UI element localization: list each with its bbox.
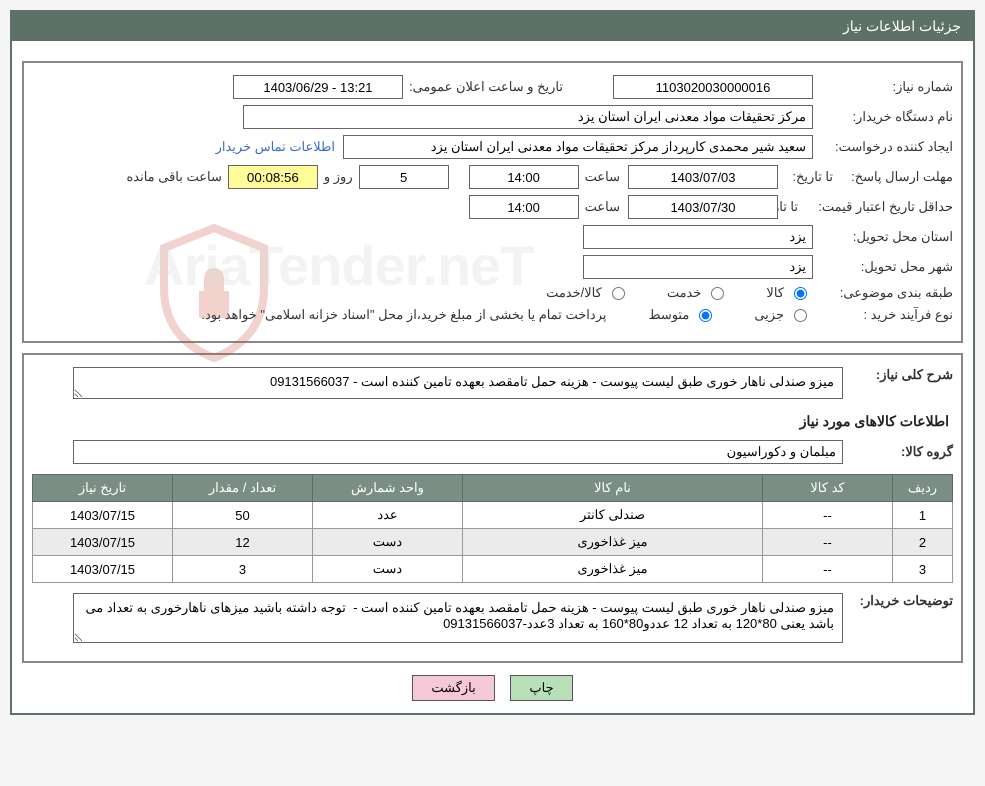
col-row: ردیف [893,475,953,502]
cell-idx: 2 [893,529,953,556]
price-date-field[interactable] [628,195,778,219]
time-remaining-label: ساعت باقی مانده [126,169,221,185]
cell-idx: 1 [893,502,953,529]
purchase-medium-radio[interactable] [699,309,712,322]
cell-name: میز غذاخوری [463,529,763,556]
requester-label: ایجاد کننده درخواست: [813,139,953,155]
print-button[interactable]: چاپ [510,675,572,701]
delivery-city-label: شهر محل تحویل: [813,259,953,275]
purchase-partial-radio[interactable] [794,309,807,322]
cell-unit: دست [313,529,463,556]
response-time-label: ساعت [585,169,620,185]
buyer-notes-textarea[interactable] [73,593,843,643]
cell-date: 1403/07/15 [33,556,173,583]
delivery-province-label: استان محل تحویل: [813,229,953,245]
main-window: جزئیات اطلاعات نیاز AriaTender.neT شماره… [10,10,975,715]
cell-date: 1403/07/15 [33,502,173,529]
cell-idx: 3 [893,556,953,583]
window-title-bar: جزئیات اطلاعات نیاز [12,12,973,41]
table-row: 1 -- صندلی کانتر عدد 50 1403/07/15 [33,502,953,529]
table-row: 3 -- میز غذاخوری دست 3 1403/07/15 [33,556,953,583]
items-table-header-row: ردیف کد کالا نام کالا واحد شمارش تعداد /… [33,475,953,502]
col-name: نام کالا [463,475,763,502]
cell-code: -- [763,556,893,583]
category-service-radio[interactable] [711,287,724,300]
cell-qty: 50 [173,502,313,529]
cell-qty: 3 [173,556,313,583]
category-goods-radio[interactable] [794,287,807,300]
buyer-org-label: نام دستگاه خریدار: [813,109,953,125]
price-time-field[interactable] [469,195,579,219]
buyer-contact-link[interactable]: اطلاعات تماس خریدار [216,139,335,155]
cell-code: -- [763,529,893,556]
cell-date: 1403/07/15 [33,529,173,556]
col-date: تاریخ نیاز [33,475,173,502]
response-date-field[interactable] [628,165,778,189]
back-button[interactable]: بازگشت [412,675,494,701]
table-row: 2 -- میز غذاخوری دست 12 1403/07/15 [33,529,953,556]
need-description-panel: شرح کلی نیاز: اطلاعات کالاهای مورد نیاز … [22,353,963,663]
details-panel: AriaTender.neT شماره نیاز: تاریخ و ساعت … [22,61,963,343]
category-goods-text: کالا [766,285,784,301]
requester-field[interactable] [343,135,813,159]
buyer-org-field[interactable] [243,105,813,129]
announce-datetime-label: تاریخ و ساعت اعلان عمومی: [409,79,563,95]
announce-datetime-field[interactable] [233,75,403,99]
delivery-city-field[interactable] [583,255,813,279]
price-until-label: تا تاریخ: [778,199,798,215]
window-title: جزئیات اطلاعات نیاز [843,18,961,34]
cell-qty: 12 [173,529,313,556]
category-service-text: خدمت [667,285,702,301]
need-desc-textarea[interactable] [73,367,843,399]
action-button-row: چاپ بازگشت [12,675,973,701]
need-desc-label: شرح کلی نیاز: [843,367,953,383]
cell-unit: عدد [313,502,463,529]
payment-note-text: پرداخت تمام یا بخشی از مبلغ خرید،از محل … [201,307,606,323]
col-unit: واحد شمارش [313,475,463,502]
col-qty: تعداد / مقدار [173,475,313,502]
response-deadline-label: مهلت ارسال پاسخ: [833,169,953,185]
delivery-province-field[interactable] [583,225,813,249]
purchase-partial-text: جزیی [754,307,784,323]
response-time-field[interactable] [469,165,579,189]
buyer-notes-label: توضیحات خریدار: [843,593,953,609]
cell-name: صندلی کانتر [463,502,763,529]
countdown-timer [228,165,318,189]
days-remaining-field[interactable] [359,165,449,189]
group-field[interactable] [73,440,843,464]
cell-unit: دست [313,556,463,583]
category-label: طبقه بندی موضوعی: [813,285,953,301]
need-number-field[interactable] [613,75,813,99]
need-number-label: شماره نیاز: [813,79,953,95]
purchase-type-label: نوع فرآیند خرید : [813,307,953,323]
col-code: کد کالا [763,475,893,502]
items-table: ردیف کد کالا نام کالا واحد شمارش تعداد /… [32,474,953,583]
cell-name: میز غذاخوری [463,556,763,583]
response-until-label: تا تاریخ: [778,169,833,185]
category-goods-service-text: کالا/خدمت [546,285,602,301]
group-label: گروه کالا: [843,444,953,460]
category-goods-service-radio[interactable] [612,287,625,300]
cell-code: -- [763,502,893,529]
purchase-medium-text: متوسط [648,307,689,323]
price-validity-label: حداقل تاریخ اعتبار قیمت: [798,199,953,215]
days-and-label: روز و [324,169,353,185]
items-section-header: اطلاعات کالاهای مورد نیاز [36,413,949,430]
price-time-label: ساعت [585,199,620,215]
